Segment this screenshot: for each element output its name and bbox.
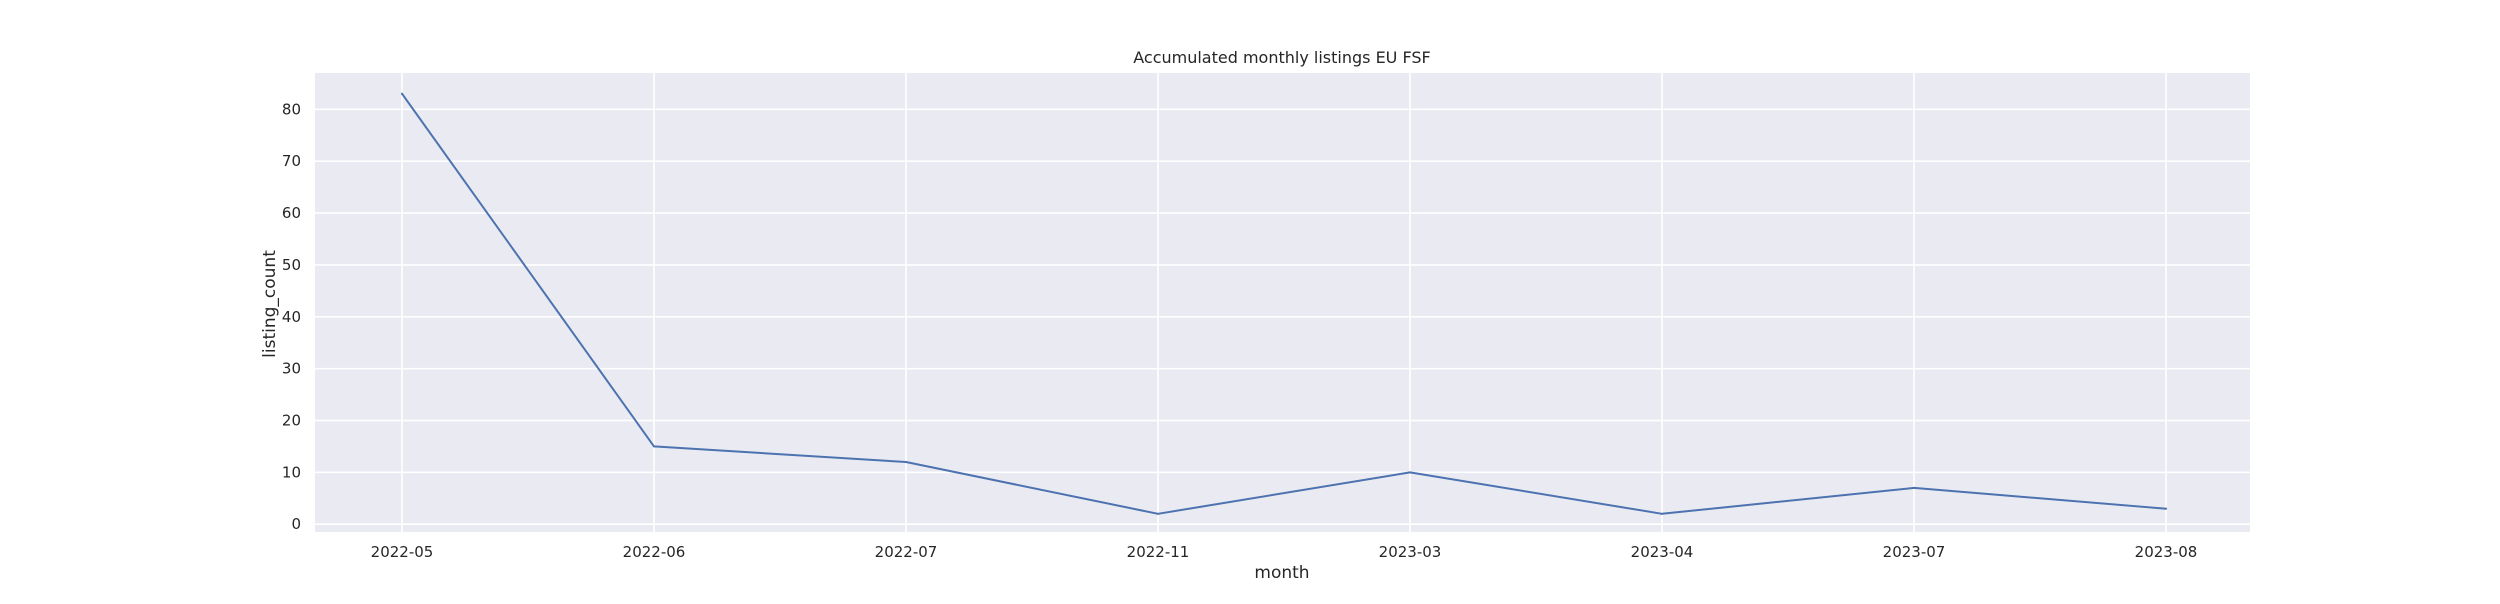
y-axis-ticks: 0 10 20 30 40 50 60 70 80 (282, 100, 301, 533)
y-tick-label: 80 (282, 100, 301, 118)
plot-background (315, 73, 2250, 532)
series-layer (401, 92, 2167, 515)
y-tick-label: 70 (282, 152, 301, 170)
x-tick-label: 2023-08 (2135, 543, 2198, 561)
x-tick-label: 2022-05 (371, 543, 434, 561)
data-point (401, 92, 403, 95)
data-point (1157, 512, 1159, 515)
data-point (1913, 486, 1915, 489)
y-tick-label: 40 (282, 308, 301, 326)
y-tick-label: 10 (282, 463, 301, 481)
data-point (1409, 471, 1411, 474)
x-tick-label: 2023-03 (1379, 543, 1442, 561)
x-tick-label: 2022-06 (623, 543, 686, 561)
y-tick-label: 50 (282, 256, 301, 274)
grid (315, 73, 2250, 532)
data-point (1661, 512, 1663, 515)
x-axis-label: month (1254, 563, 1309, 583)
y-tick-label: 0 (291, 515, 301, 533)
y-tick-label: 60 (282, 204, 301, 222)
x-tick-label: 2022-07 (875, 543, 938, 561)
x-tick-label: 2022-11 (1127, 543, 1190, 561)
y-tick-label: 20 (282, 411, 301, 429)
x-axis-ticks: 2022-05 2022-06 2022-07 2022-11 2023-03 2023-… (371, 543, 2198, 561)
data-point (653, 445, 655, 448)
x-tick-label: 2023-07 (1883, 543, 1946, 561)
y-axis-label: listing_count (260, 250, 280, 358)
data-point (2165, 507, 2167, 510)
data-point (905, 460, 907, 463)
x-tick-label: 2023-04 (1631, 543, 1694, 561)
chart-title: Accumulated monthly listings EU FSF (1133, 48, 1431, 67)
series-line (401, 92, 2167, 515)
y-tick-label: 30 (282, 360, 301, 378)
